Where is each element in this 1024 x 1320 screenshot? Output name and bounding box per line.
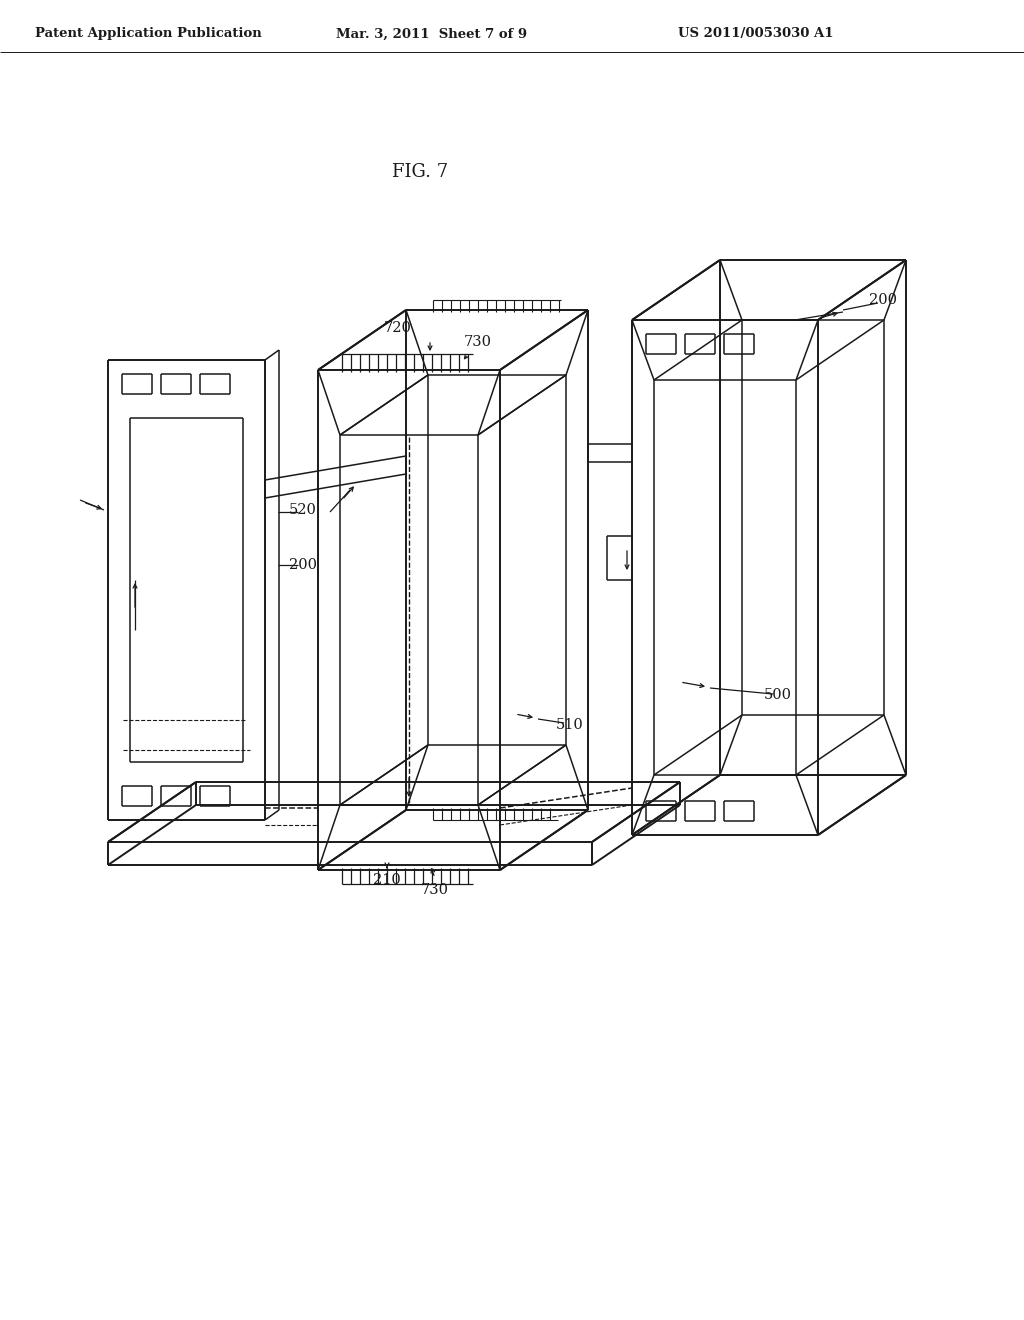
Text: 200: 200 xyxy=(869,293,897,308)
Text: 720: 720 xyxy=(384,321,412,335)
Text: 200: 200 xyxy=(289,558,317,572)
Text: 210: 210 xyxy=(373,873,400,887)
Text: 730: 730 xyxy=(421,883,449,898)
Text: 520: 520 xyxy=(289,503,317,517)
Text: Patent Application Publication: Patent Application Publication xyxy=(35,28,261,41)
Text: 510: 510 xyxy=(556,718,584,733)
Text: 500: 500 xyxy=(764,688,792,702)
Text: Mar. 3, 2011  Sheet 7 of 9: Mar. 3, 2011 Sheet 7 of 9 xyxy=(337,28,527,41)
Text: US 2011/0053030 A1: US 2011/0053030 A1 xyxy=(678,28,834,41)
Text: FIG. 7: FIG. 7 xyxy=(392,162,449,181)
Text: 730: 730 xyxy=(464,335,492,348)
